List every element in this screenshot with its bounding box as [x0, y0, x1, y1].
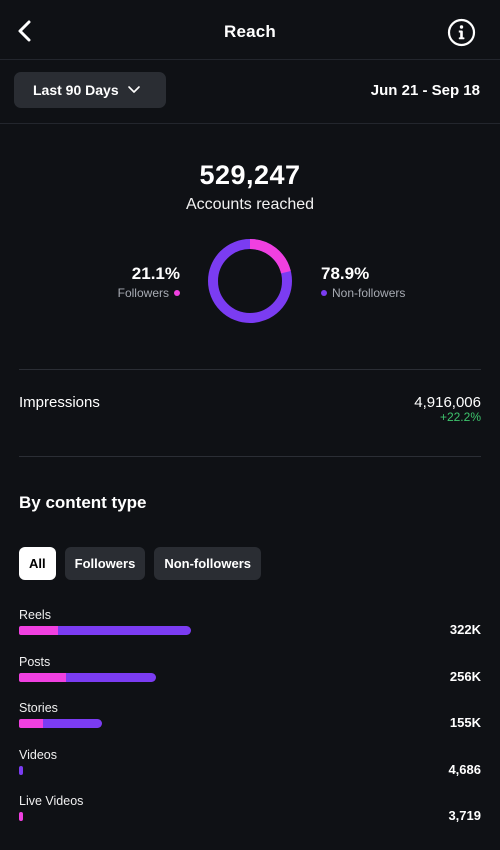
header: Reach [0, 0, 500, 60]
accounts-reached-label: Accounts reached [185, 196, 315, 213]
date-range-row: Last 90 Days Jun 21 - Sep 18 [0, 60, 500, 124]
content-row-bar [19, 719, 102, 728]
chevron-down-icon [127, 86, 140, 93]
followers-stat: 21.1% Followers [118, 264, 180, 300]
impressions-value: 4,916,006 [414, 394, 481, 411]
nonfollowers-segment [19, 766, 23, 775]
content-type-title: By content type [19, 493, 147, 512]
filter-followers-chip[interactable]: Followers [64, 547, 146, 580]
nonfollowers-segment [42, 719, 102, 728]
reach-donut-chart [208, 239, 292, 323]
range-dropdown[interactable]: Last 90 Days [14, 72, 166, 108]
back-arrow-icon [18, 20, 31, 42]
content-row-value: 3,719 [448, 808, 481, 823]
nonfollowers-dot [321, 290, 327, 296]
followers-percent: 21.1% [131, 264, 180, 283]
followers-legend-label: Followers [117, 286, 169, 300]
impressions-label: Impressions [19, 394, 100, 411]
content-row-value: 256K [449, 669, 481, 684]
content-row-value: 155K [449, 715, 481, 730]
impressions-change: +22.2% [439, 410, 481, 424]
nonfollowers-stat: 78.9% Non-followers [321, 264, 405, 300]
content-filter-chips: All Followers Non-followers [19, 547, 261, 580]
info-icon[interactable] [447, 18, 476, 47]
content-row-bar [19, 766, 23, 775]
content-row-label: Live Videos [19, 794, 84, 808]
content-row-value: 322K [449, 622, 481, 637]
filter-nonfollowers-chip[interactable]: Non-followers [154, 547, 261, 580]
back-button[interactable] [10, 16, 38, 46]
content-row-label: Stories [19, 701, 58, 715]
accounts-reached-value: 529,247 [199, 160, 301, 190]
divider [19, 456, 481, 457]
content-row-live-videos: Live Videos 3,719 [19, 794, 481, 824]
content-row-label: Videos [19, 748, 57, 762]
page-title: Reach [223, 22, 277, 41]
content-row-bar [19, 626, 191, 635]
followers-segment [19, 812, 23, 821]
followers-segment [19, 719, 43, 728]
followers-dot [174, 290, 180, 296]
content-row-videos: Videos 4,686 [19, 748, 481, 778]
content-row-reels: Reels 322K [19, 608, 481, 638]
filter-all-chip[interactable]: All [19, 547, 56, 580]
content-row-label: Reels [19, 608, 51, 622]
date-range-text: Jun 21 - Sep 18 [370, 82, 480, 99]
followers-segment [19, 673, 66, 682]
content-row-label: Posts [19, 655, 51, 669]
donut-followers-segment [208, 239, 292, 323]
nonfollowers-percent: 78.9% [321, 264, 370, 283]
content-row-bar [19, 812, 23, 821]
content-row-bar [19, 673, 156, 682]
content-row-posts: Posts 256K [19, 655, 481, 685]
divider [19, 369, 481, 370]
followers-segment [19, 626, 58, 635]
content-row-stories: Stories 155K [19, 701, 481, 731]
content-row-value: 4,686 [448, 762, 481, 777]
nonfollowers-legend-label: Non-followers [332, 286, 406, 300]
nonfollowers-segment [57, 626, 191, 635]
range-dropdown-label: Last 90 Days [33, 82, 119, 98]
nonfollowers-segment [66, 673, 156, 682]
